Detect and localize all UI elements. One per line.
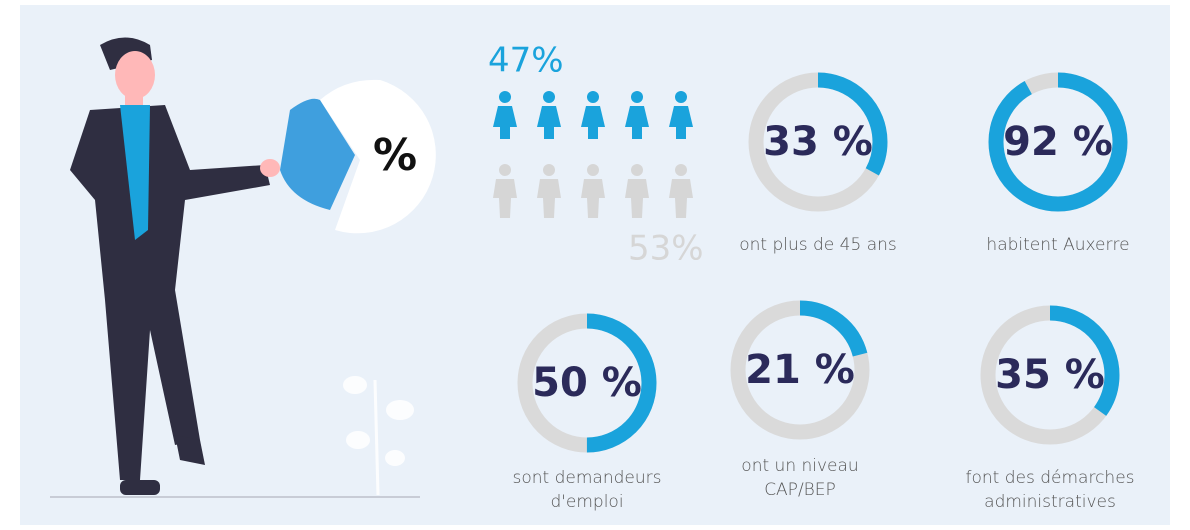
icon-head <box>631 91 643 103</box>
pie-label: % <box>373 130 417 181</box>
donut-value: 92 % <box>1003 119 1113 165</box>
donut-caption: ont un niveau <box>741 456 858 476</box>
men-percent: 53% <box>628 229 704 269</box>
women-percent: 47% <box>488 41 564 81</box>
icon-head <box>543 164 555 176</box>
icon-head <box>631 164 643 176</box>
donut-value: 33 % <box>763 119 873 165</box>
donut-caption: CAP/BEP <box>764 480 836 500</box>
donut-caption: font des démarches <box>965 468 1134 488</box>
donut-caption: habitent Auxerre <box>986 235 1129 255</box>
donut-value: 35 % <box>995 352 1105 398</box>
donut-value: 21 % <box>745 347 855 393</box>
donut-caption: administratives <box>984 492 1116 512</box>
icon-head <box>675 91 687 103</box>
icon-head <box>587 91 599 103</box>
icon-head <box>587 164 599 176</box>
icon-head <box>499 91 511 103</box>
icon-head <box>543 91 555 103</box>
donut-caption: ont plus de 45 ans <box>739 235 897 255</box>
icon-head <box>499 164 511 176</box>
donut-caption: d'emploi <box>550 492 623 512</box>
donut-value: 50 % <box>532 360 642 406</box>
donut-caption: sont demandeurs <box>513 468 662 488</box>
infographic: % 47% 53% 33 % ont plus de 45 ans 92 % habi… <box>0 0 1190 530</box>
icon-head <box>675 164 687 176</box>
